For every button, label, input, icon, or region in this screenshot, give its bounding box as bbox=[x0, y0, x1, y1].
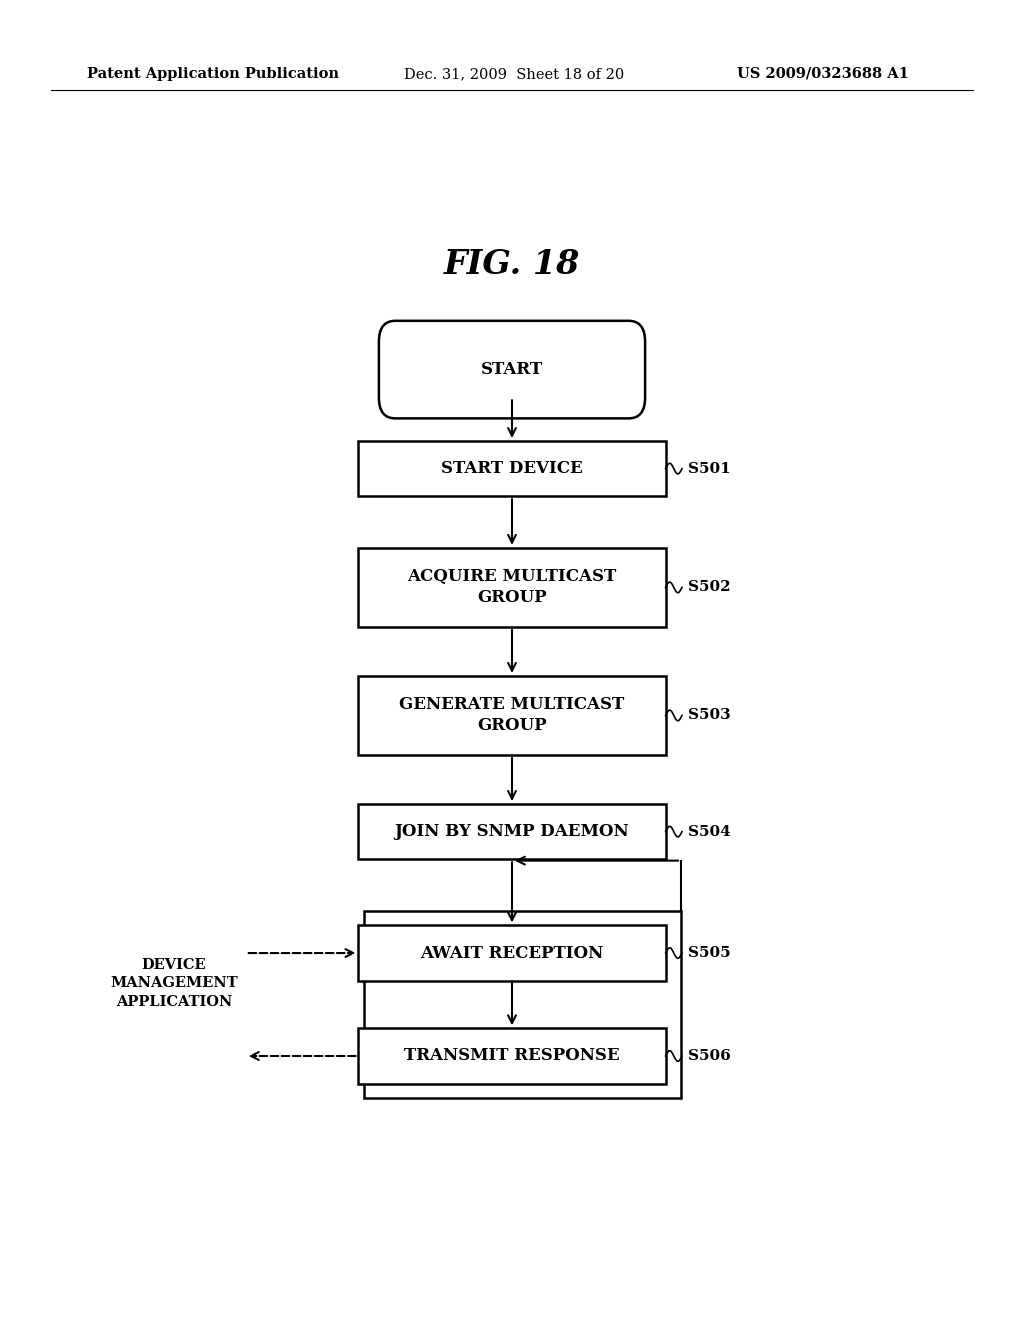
Text: S505: S505 bbox=[688, 946, 731, 960]
Bar bbox=[358, 925, 666, 981]
Text: START: START bbox=[481, 362, 543, 378]
Bar bbox=[358, 548, 666, 627]
Text: TRANSMIT RESPONSE: TRANSMIT RESPONSE bbox=[404, 1048, 620, 1064]
Text: S506: S506 bbox=[688, 1049, 731, 1063]
Text: S503: S503 bbox=[688, 709, 731, 722]
Text: GENERATE MULTICAST
GROUP: GENERATE MULTICAST GROUP bbox=[399, 697, 625, 734]
Text: Patent Application Publication: Patent Application Publication bbox=[87, 67, 339, 81]
Bar bbox=[358, 804, 666, 859]
Text: S501: S501 bbox=[688, 462, 731, 475]
Text: JOIN BY SNMP DAEMON: JOIN BY SNMP DAEMON bbox=[394, 824, 630, 840]
Bar bbox=[364, 911, 681, 1098]
Text: START DEVICE: START DEVICE bbox=[441, 461, 583, 477]
Bar bbox=[358, 1028, 666, 1084]
Text: FIG. 18: FIG. 18 bbox=[443, 248, 581, 281]
Text: S504: S504 bbox=[688, 825, 731, 838]
Text: S502: S502 bbox=[688, 581, 731, 594]
Bar bbox=[358, 441, 666, 496]
Text: DEVICE
MANAGEMENT
APPLICATION: DEVICE MANAGEMENT APPLICATION bbox=[111, 958, 238, 1008]
FancyBboxPatch shape bbox=[379, 321, 645, 418]
Text: US 2009/0323688 A1: US 2009/0323688 A1 bbox=[737, 67, 909, 81]
Text: ACQUIRE MULTICAST
GROUP: ACQUIRE MULTICAST GROUP bbox=[408, 569, 616, 606]
Text: AWAIT RECEPTION: AWAIT RECEPTION bbox=[421, 945, 603, 961]
Bar bbox=[358, 676, 666, 755]
Text: Dec. 31, 2009  Sheet 18 of 20: Dec. 31, 2009 Sheet 18 of 20 bbox=[404, 67, 625, 81]
